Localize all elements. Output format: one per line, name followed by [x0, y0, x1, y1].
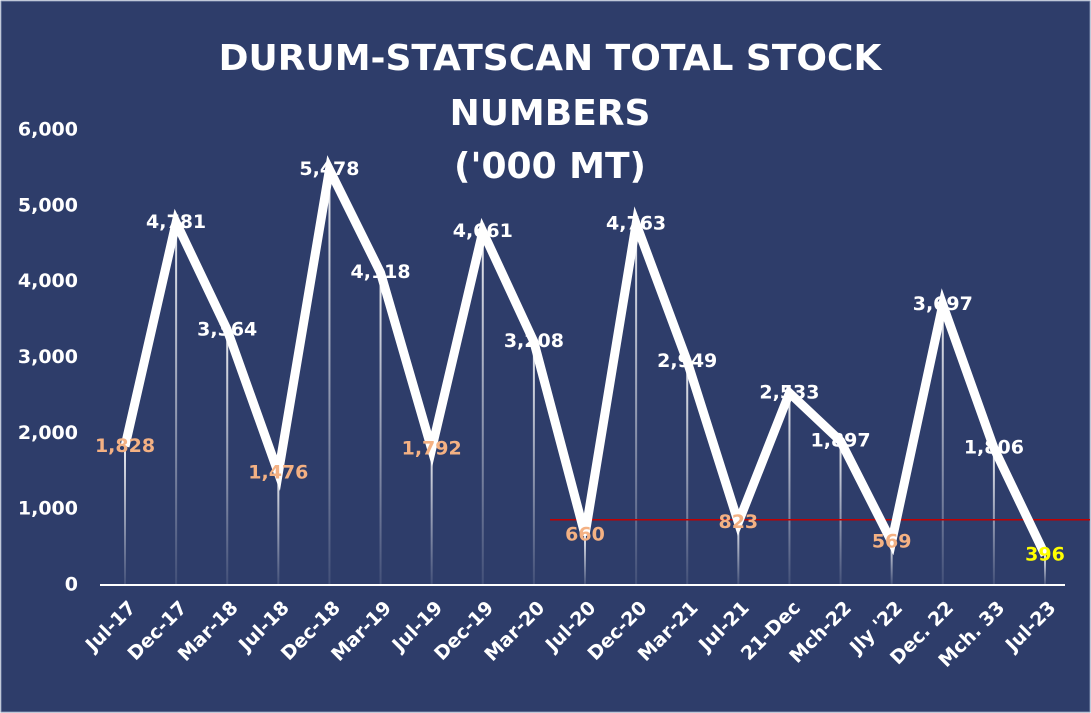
drop-line: [481, 231, 484, 585]
data-label: 569: [872, 530, 912, 552]
data-label: 823: [718, 511, 758, 533]
data-label: 1,476: [248, 462, 308, 484]
drop-line: [941, 304, 944, 585]
data-label: 2,533: [759, 381, 819, 403]
drop-line: [226, 329, 229, 585]
chart-title: NUMBERS: [450, 93, 651, 134]
data-label: 3,364: [197, 318, 257, 340]
data-label: 5,478: [299, 158, 359, 180]
y-tick-label: 3,000: [18, 346, 78, 368]
drop-line: [379, 272, 382, 585]
drop-line: [686, 361, 689, 585]
drop-line: [890, 541, 893, 585]
data-label: 4,781: [146, 211, 206, 233]
drop-line: [277, 473, 280, 585]
drop-line: [635, 223, 638, 585]
drop-line: [430, 449, 433, 585]
drop-line: [839, 441, 842, 585]
drop-line: [532, 341, 535, 585]
data-label: 1,897: [811, 430, 871, 452]
drop-line: [1044, 554, 1046, 585]
chart-title: ('000 MT): [454, 146, 646, 187]
drop-line: [175, 222, 178, 585]
data-label: 1,828: [95, 435, 155, 457]
data-label: 4,661: [453, 220, 513, 242]
y-tick-label: 1,000: [18, 498, 78, 520]
data-label: 3,697: [913, 293, 973, 315]
drop-line: [992, 448, 995, 585]
drop-line: [328, 169, 331, 585]
data-label: 2,949: [657, 350, 717, 372]
data-label: 660: [565, 523, 605, 545]
drop-line: [124, 446, 126, 585]
data-label: 4,118: [351, 261, 411, 283]
y-tick-label: 4,000: [18, 270, 78, 292]
data-label: 4,763: [606, 212, 666, 234]
data-label: 1,806: [964, 437, 1024, 459]
y-tick-label: 0: [65, 574, 78, 596]
chart-title: DURUM-STATSCAN TOTAL STOCK: [219, 38, 883, 79]
y-tick-label: 6,000: [18, 119, 78, 141]
drop-line: [737, 522, 740, 585]
drop-line: [584, 534, 586, 585]
y-tick-label: 5,000: [18, 194, 78, 216]
data-label: 396: [1025, 543, 1065, 565]
line: [120, 155, 1050, 557]
y-tick-label: 2,000: [18, 422, 78, 444]
data-label: 1,792: [402, 438, 462, 460]
drop-line: [788, 392, 791, 585]
data-label: 3,208: [504, 330, 564, 352]
